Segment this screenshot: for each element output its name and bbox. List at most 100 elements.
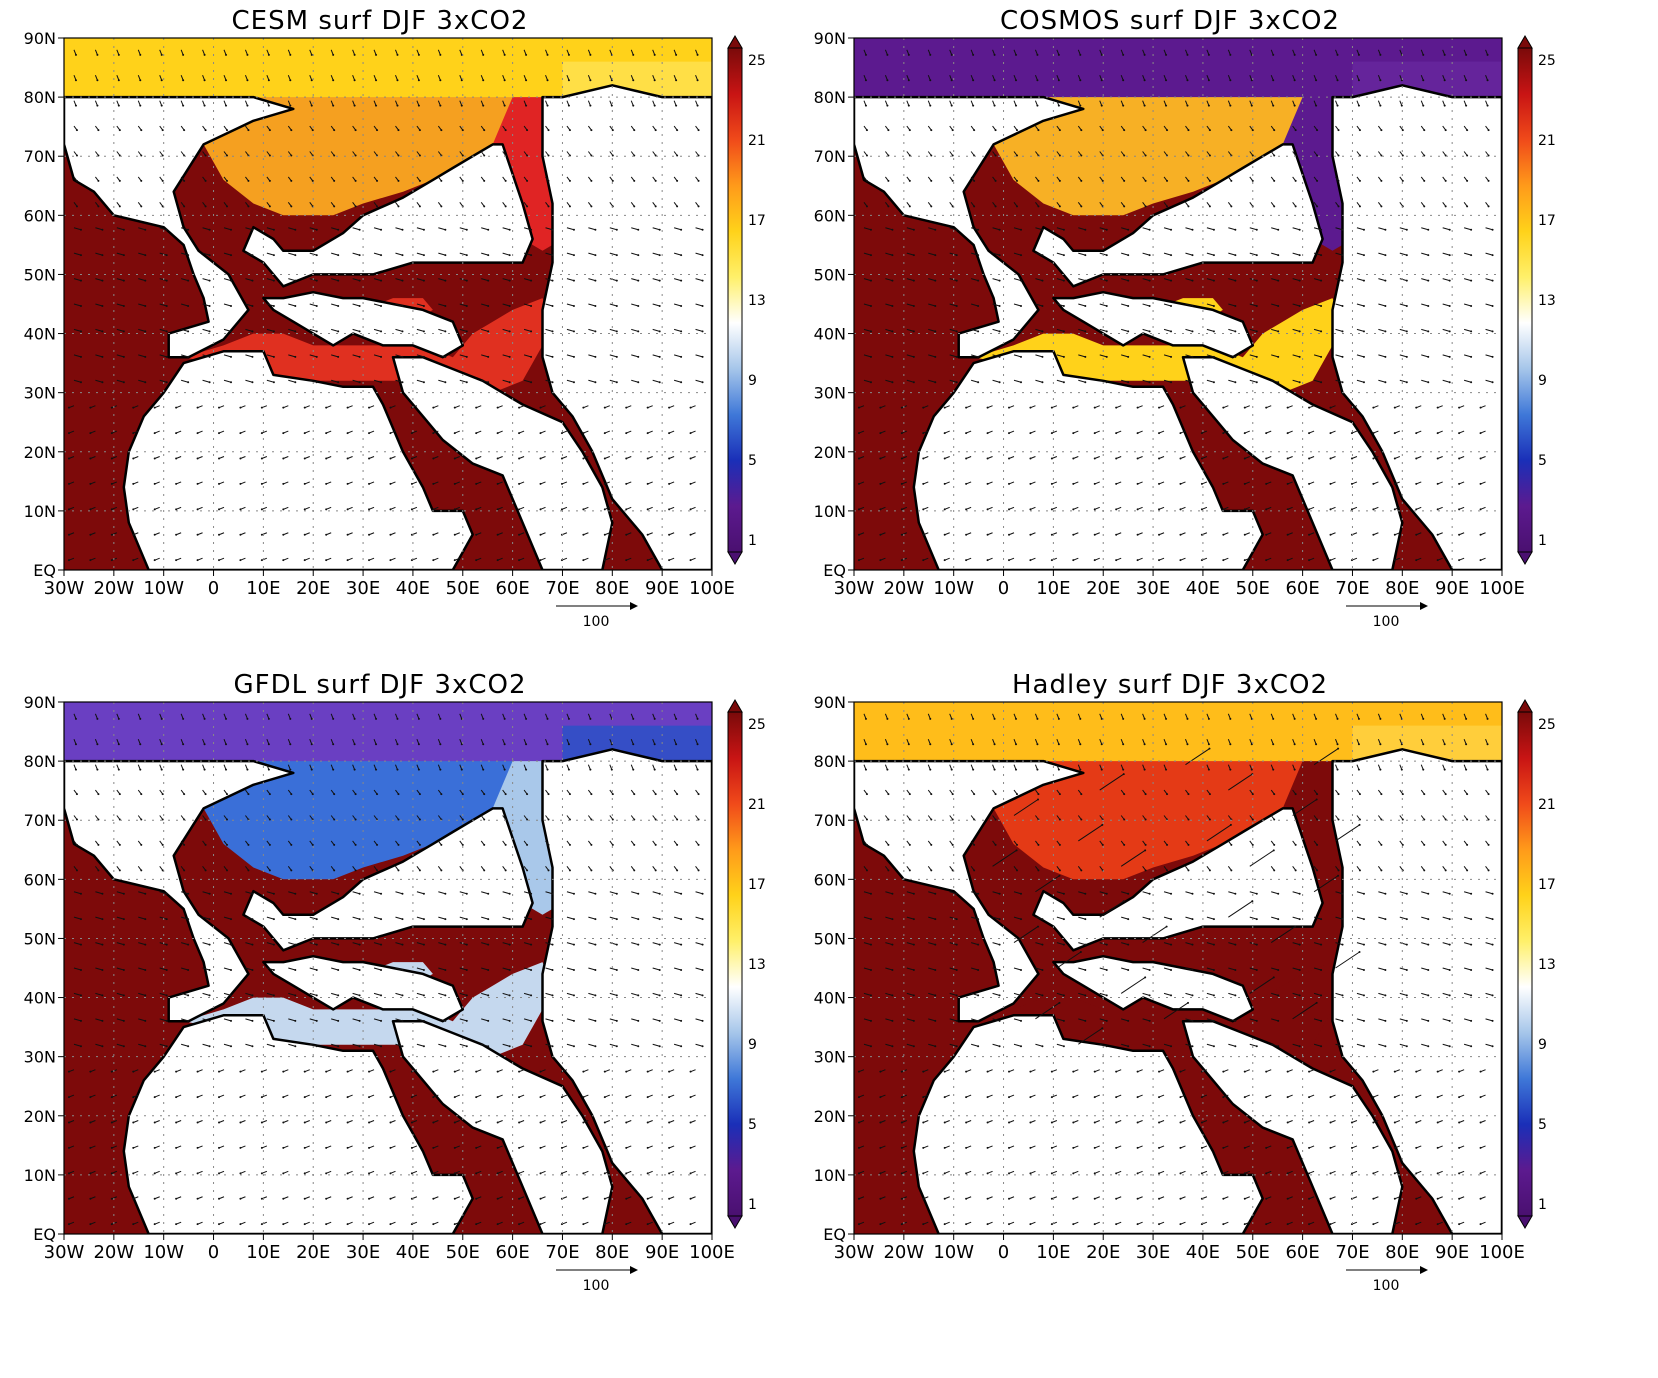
map-frame (63, 37, 713, 571)
colorbar-tick: 17 (1538, 213, 1556, 229)
land-east (1331, 748, 1502, 1234)
lon-axis: 30W 20W 10W 0 10E 20E 30E 40E 50E 60E 70E 80E 90E 100… (834, 570, 1525, 599)
lat-label: EQ (33, 561, 56, 580)
sea-field-central (183, 962, 553, 1057)
lon-label: 30E (1136, 1242, 1170, 1263)
colorbar-tick: 9 (1538, 1037, 1547, 1053)
wind-vectors (857, 49, 1494, 562)
vector-reference-label: 100 (1373, 1278, 1400, 1294)
lon-label: 10E (246, 1242, 280, 1263)
colorbar-tick: 9 (1538, 373, 1547, 389)
vector-reference: 100 (1346, 602, 1428, 630)
land-east (1331, 84, 1502, 570)
lat-label: 90N (814, 693, 846, 712)
land-westEurope (854, 95, 1085, 359)
sea-field-north (183, 761, 533, 880)
lon-label: 40E (1186, 1242, 1220, 1263)
sea-field-central (973, 298, 1343, 393)
colorbar-tick: 1 (748, 533, 757, 549)
lon-label: 60E (1285, 578, 1319, 599)
gridlines (64, 38, 712, 570)
lat-label: 40N (814, 325, 846, 344)
lat-label: 30N (24, 384, 56, 403)
wind-vectors (67, 713, 704, 1226)
lon-label: 50E (1236, 578, 1270, 599)
lat-label: 60N (24, 206, 56, 225)
lat-label: 80N (814, 88, 846, 107)
panel-hadley: Hadley surf DJF 3xCO2 90N 80N 70N 60N 50N 40N… (790, 664, 1610, 1344)
lat-label: 60N (24, 870, 56, 889)
land-balkans (262, 954, 465, 1023)
colorbar-tick: 25 (1538, 717, 1556, 733)
panel-gfdl: GFDL surf DJF 3xCO2 90N 80N 70N 60N 50N 40N 30… (0, 664, 820, 1344)
colorbar-tick: 25 (748, 53, 766, 69)
lon-label: 80E (595, 1242, 629, 1263)
colorbar-tick: 5 (748, 453, 757, 469)
lon-label: 20E (296, 578, 330, 599)
lat-label: 80N (24, 752, 56, 771)
sea-field-central (973, 962, 1343, 1057)
colorbar-tick: 21 (1538, 797, 1556, 813)
colorbar-tick: 5 (748, 1117, 757, 1133)
sea-field-north (183, 97, 533, 216)
panel-cosmos: COSMOS surf DJF 3xCO2 90N 80N 70N 60N 50N 40N… (790, 0, 1610, 680)
lat-label: 50N (24, 929, 56, 948)
lon-label: 60E (495, 578, 529, 599)
gridlines (854, 38, 1502, 570)
lat-label: 10N (814, 502, 846, 521)
colorbar-tick: 9 (748, 1037, 757, 1053)
lat-axis: 90N 80N 70N 60N 50N 40N 30N 20N 10N EQ (814, 29, 854, 580)
lat-label: 30N (814, 1048, 846, 1067)
land-westEurope (854, 759, 1085, 1023)
colorbar-tick: 17 (748, 213, 766, 229)
lon-label: 20W (883, 578, 924, 599)
colorbar-tick: 1 (748, 1197, 757, 1213)
lat-label: 20N (814, 1107, 846, 1126)
land-masses (854, 748, 1502, 1234)
lon-label: 0 (998, 1242, 1009, 1263)
lon-label: 100E (689, 1242, 735, 1263)
land-masses (64, 84, 712, 570)
map-field (854, 702, 1502, 1234)
lon-axis: 30W 20W 10W 0 10E 20E 30E 40E 50E 60E 70E 80E 90E 100… (44, 1234, 735, 1263)
sea-field-central (183, 298, 553, 393)
lat-label: EQ (33, 1225, 56, 1244)
sea-field-north (973, 761, 1323, 880)
land-westEurope (64, 95, 295, 359)
lat-label: 40N (24, 325, 56, 344)
lat-label: EQ (823, 561, 846, 580)
lon-label: 80E (1385, 1242, 1419, 1263)
panel-title: GFDL surf DJF 3xCO2 (233, 670, 527, 700)
panel-cesm: CESM surf DJF 3xCO2 90N 80N 70N 60N 50N 40N 30… (0, 0, 820, 680)
map-frame (853, 37, 1503, 571)
colorbar: 25 21 17 13 9 5 1 (1517, 699, 1556, 1229)
lat-label: 50N (814, 265, 846, 284)
lat-label: 80N (814, 752, 846, 771)
colorbar-tick: 1 (1538, 1197, 1547, 1213)
lon-label: 20E (1086, 578, 1120, 599)
lon-label: 70E (545, 1242, 579, 1263)
lon-label: 20W (93, 1242, 134, 1263)
colorbar-tick: 5 (1538, 453, 1547, 469)
map-field (64, 38, 712, 570)
lat-label: 60N (814, 206, 846, 225)
colorbar-tick: 21 (1538, 133, 1556, 149)
lat-label: 70N (814, 147, 846, 166)
lon-label: 90E (645, 578, 679, 599)
colorbar: 25 21 17 13 9 5 1 (727, 699, 766, 1229)
lat-axis: 90N 80N 70N 60N 50N 40N 30N 20N 10N EQ (814, 693, 854, 1244)
lon-label: 0 (208, 1242, 219, 1263)
land-scandCentral (242, 807, 534, 952)
lat-axis: 90N 80N 70N 60N 50N 40N 30N 20N 10N EQ (24, 693, 64, 1244)
lon-label: 100E (1479, 1242, 1525, 1263)
lat-axis: 90N 80N 70N 60N 50N 40N 30N 20N 10N EQ (24, 29, 64, 580)
colorbar-tick: 25 (1538, 53, 1556, 69)
land-scandCentral (242, 143, 534, 288)
land-masses (854, 84, 1502, 570)
colorbar-tick: 9 (748, 373, 757, 389)
vector-reference: 100 (556, 1266, 638, 1294)
colorbar-tick: 25 (748, 717, 766, 733)
lon-label: 30E (1136, 578, 1170, 599)
colorbar: 25 21 17 13 9 5 1 (727, 35, 766, 565)
